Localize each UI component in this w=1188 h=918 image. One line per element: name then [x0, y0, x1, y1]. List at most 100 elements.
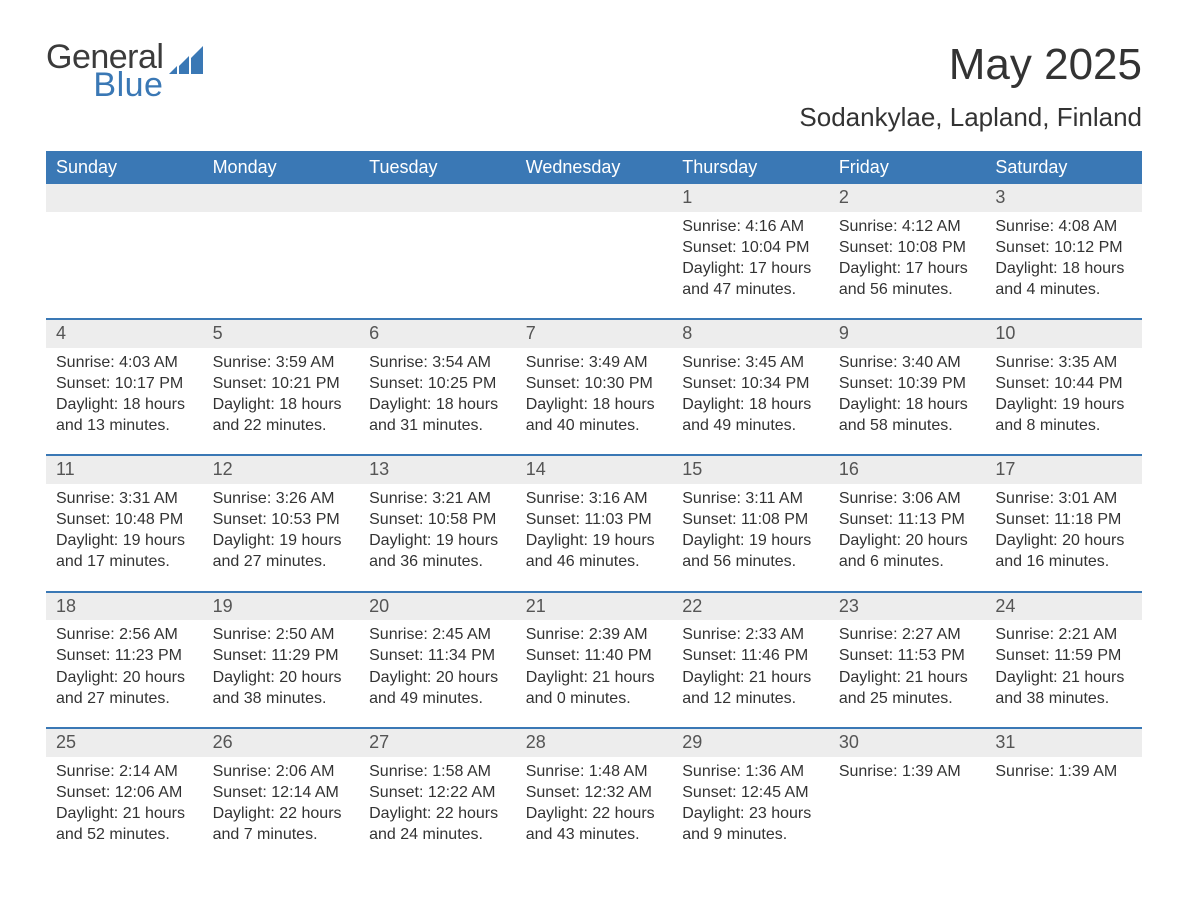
- day-number: 4: [46, 320, 203, 348]
- day-line: Sunrise: 3:01 AM: [995, 488, 1132, 509]
- day-line: Daylight: 18 hours: [56, 394, 193, 415]
- day-number: 11: [46, 456, 203, 484]
- calendar-day-cell: 2Sunrise: 4:12 AMSunset: 10:08 PMDayligh…: [829, 184, 986, 319]
- day-body: Sunrise: 1:36 AMSunset: 12:45 AMDaylight…: [672, 761, 829, 845]
- day-line: and 6 minutes.: [839, 551, 976, 572]
- calendar-day-cell: 29Sunrise: 1:36 AMSunset: 12:45 AMDaylig…: [672, 728, 829, 863]
- day-line: Sunset: 11:59 PM: [995, 645, 1132, 666]
- day-body: Sunrise: 3:11 AMSunset: 11:08 PMDaylight…: [672, 488, 829, 572]
- calendar-day-cell: 31Sunrise: 1:39 AM: [985, 728, 1142, 863]
- calendar-week-row: 11Sunrise: 3:31 AMSunset: 10:48 PMDaylig…: [46, 455, 1142, 591]
- day-line: and 31 minutes.: [369, 415, 506, 436]
- day-line: Sunset: 11:23 PM: [56, 645, 193, 666]
- day-line: and 46 minutes.: [526, 551, 663, 572]
- day-line: Sunrise: 1:48 AM: [526, 761, 663, 782]
- day-line: Sunset: 12:45 AM: [682, 782, 819, 803]
- day-number: 24: [985, 593, 1142, 621]
- day-number: 2: [829, 184, 986, 212]
- day-line: Daylight: 21 hours: [56, 803, 193, 824]
- day-line: Daylight: 20 hours: [839, 530, 976, 551]
- day-line: Daylight: 19 hours: [56, 530, 193, 551]
- day-line: Daylight: 20 hours: [56, 667, 193, 688]
- day-number: 30: [829, 729, 986, 757]
- day-line: and 7 minutes.: [213, 824, 350, 845]
- day-line: and 24 minutes.: [369, 824, 506, 845]
- day-body: Sunrise: 1:39 AM: [985, 761, 1142, 782]
- calendar-day-cell: [46, 184, 203, 319]
- day-line: Sunset: 10:34 PM: [682, 373, 819, 394]
- calendar-day-cell: 20Sunrise: 2:45 AMSunset: 11:34 PMDaylig…: [359, 592, 516, 728]
- calendar-day-cell: 11Sunrise: 3:31 AMSunset: 10:48 PMDaylig…: [46, 455, 203, 591]
- day-body: Sunrise: 3:21 AMSunset: 10:58 PMDaylight…: [359, 488, 516, 572]
- day-line: Sunrise: 1:58 AM: [369, 761, 506, 782]
- day-line: Sunset: 10:58 PM: [369, 509, 506, 530]
- day-line: and 38 minutes.: [995, 688, 1132, 709]
- day-line: and 40 minutes.: [526, 415, 663, 436]
- day-line: Sunrise: 3:11 AM: [682, 488, 819, 509]
- day-line: Sunrise: 4:03 AM: [56, 352, 193, 373]
- calendar-week-row: 25Sunrise: 2:14 AMSunset: 12:06 AMDaylig…: [46, 728, 1142, 863]
- day-line: Sunrise: 3:35 AM: [995, 352, 1132, 373]
- day-line: and 25 minutes.: [839, 688, 976, 709]
- logo: General Blue: [46, 40, 207, 102]
- calendar-week-row: 18Sunrise: 2:56 AMSunset: 11:23 PMDaylig…: [46, 592, 1142, 728]
- calendar-day-cell: 28Sunrise: 1:48 AMSunset: 12:32 AMDaylig…: [516, 728, 673, 863]
- day-body: Sunrise: 3:54 AMSunset: 10:25 PMDaylight…: [359, 352, 516, 436]
- day-line: Daylight: 21 hours: [526, 667, 663, 688]
- day-number: 20: [359, 593, 516, 621]
- day-line: Sunrise: 3:06 AM: [839, 488, 976, 509]
- calendar-day-cell: 13 Sunrise: 3:21 AMSunset: 10:58 PMDaylig…: [359, 455, 516, 591]
- day-line: Sunrise: 1:39 AM: [839, 761, 976, 782]
- day-line: Daylight: 22 hours: [369, 803, 506, 824]
- day-line: Sunrise: 3:26 AM: [213, 488, 350, 509]
- day-body: Sunrise: 3:49 AMSunset: 10:30 PMDaylight…: [516, 352, 673, 436]
- day-number: 27: [359, 729, 516, 757]
- col-tuesday: Tuesday: [359, 151, 516, 184]
- day-line: and 13 minutes.: [56, 415, 193, 436]
- day-body: Sunrise: 1:39 AM: [829, 761, 986, 782]
- day-line: Sunset: 10:30 PM: [526, 373, 663, 394]
- calendar-day-cell: 6Sunrise: 3:54 AMSunset: 10:25 PMDayligh…: [359, 319, 516, 455]
- day-line: Sunrise: 4:16 AM: [682, 216, 819, 237]
- day-number: 13: [359, 456, 516, 484]
- day-number: 1: [672, 184, 829, 212]
- day-body: Sunrise: 3:45 AMSunset: 10:34 PMDaylight…: [672, 352, 829, 436]
- day-line: and 27 minutes.: [56, 688, 193, 709]
- day-line: Sunset: 10:53 PM: [213, 509, 350, 530]
- day-line: Daylight: 21 hours: [995, 667, 1132, 688]
- day-line: Daylight: 21 hours: [839, 667, 976, 688]
- day-line: and 56 minutes.: [839, 279, 976, 300]
- day-line: Daylight: 19 hours: [995, 394, 1132, 415]
- day-line: Daylight: 18 hours: [526, 394, 663, 415]
- day-line: and 4 minutes.: [995, 279, 1132, 300]
- day-line: and 49 minutes.: [682, 415, 819, 436]
- day-body: Sunrise: 1:48 AMSunset: 12:32 AMDaylight…: [516, 761, 673, 845]
- day-line: Sunset: 10:44 PM: [995, 373, 1132, 394]
- day-line: Daylight: 22 hours: [213, 803, 350, 824]
- day-line: Sunrise: 3:54 AM: [369, 352, 506, 373]
- calendar-day-cell: 3Sunrise: 4:08 AMSunset: 10:12 PMDayligh…: [985, 184, 1142, 319]
- day-line: Sunrise: 2:33 AM: [682, 624, 819, 645]
- day-line: and 49 minutes.: [369, 688, 506, 709]
- calendar-day-cell: 26Sunrise: 2:06 AMSunset: 12:14 AMDaylig…: [203, 728, 360, 863]
- day-number: 19: [203, 593, 360, 621]
- day-line: Sunset: 11:46 PM: [682, 645, 819, 666]
- day-number: 3: [985, 184, 1142, 212]
- day-line: and 16 minutes.: [995, 551, 1132, 572]
- day-line: Daylight: 22 hours: [526, 803, 663, 824]
- day-number: 16: [829, 456, 986, 484]
- day-number: 8: [672, 320, 829, 348]
- day-line: Sunrise: 1:36 AM: [682, 761, 819, 782]
- day-line: Daylight: 18 hours: [995, 258, 1132, 279]
- day-number: 17: [985, 456, 1142, 484]
- calendar-day-cell: 7 Sunrise: 3:49 AMSunset: 10:30 PMDayligh…: [516, 319, 673, 455]
- calendar-day-cell: 8 Sunrise: 3:45 AMSunset: 10:34 PMDayligh…: [672, 319, 829, 455]
- calendar-week-row: 1Sunrise: 4:16 AMSunset: 10:04 PMDayligh…: [46, 184, 1142, 319]
- calendar-day-cell: 17Sunrise: 3:01 AMSunset: 11:18 PMDaylig…: [985, 455, 1142, 591]
- day-line: and 27 minutes.: [213, 551, 350, 572]
- day-number: 25: [46, 729, 203, 757]
- calendar-day-cell: 18Sunrise: 2:56 AMSunset: 11:23 PMDaylig…: [46, 592, 203, 728]
- calendar-day-cell: 12Sunrise: 3:26 AMSunset: 10:53 PMDaylig…: [203, 455, 360, 591]
- day-number: 7: [516, 320, 673, 348]
- day-line: Sunrise: 2:21 AM: [995, 624, 1132, 645]
